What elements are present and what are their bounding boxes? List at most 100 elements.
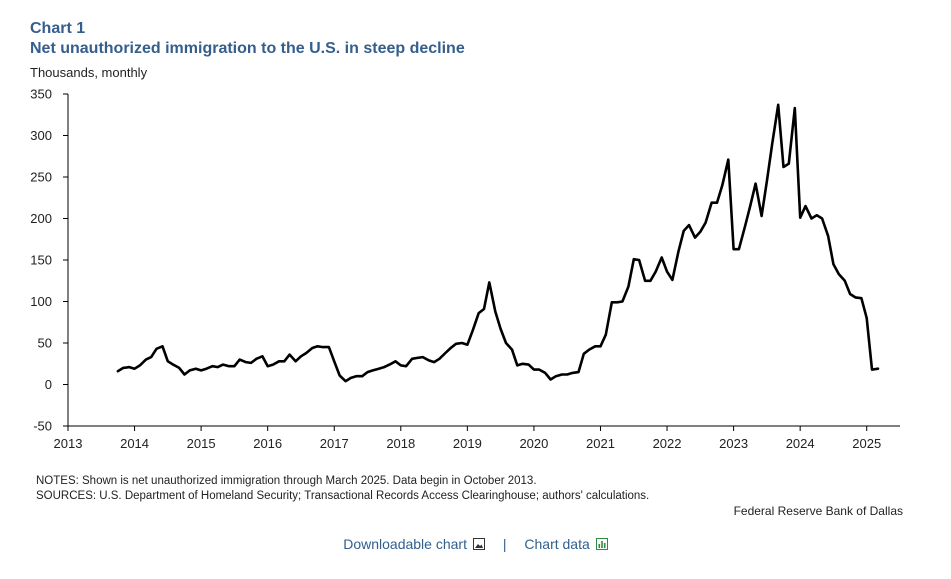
data-point [239, 359, 241, 361]
data-point [755, 183, 757, 185]
data-point [278, 360, 280, 362]
sources-text: SOURCES: U.S. Department of Homeland Sec… [36, 490, 650, 502]
data-point [827, 235, 829, 237]
data-point [661, 257, 663, 259]
x-tick-label: 2025 [852, 436, 881, 451]
data-point [205, 368, 207, 370]
data-point [616, 301, 618, 303]
series-line [116, 103, 880, 383]
data-point [433, 361, 435, 363]
data-point [295, 360, 297, 362]
data-point [189, 369, 191, 371]
bar-chart-icon [595, 538, 608, 550]
downloadable-chart-link[interactable]: Downloadable chart [343, 536, 489, 552]
data-point [267, 365, 269, 367]
data-point [438, 358, 440, 360]
data-point [211, 365, 213, 367]
data-point [688, 224, 690, 226]
data-point [538, 369, 540, 371]
data-point [411, 358, 413, 360]
data-point [422, 356, 424, 358]
data-point [744, 226, 746, 228]
y-tick-label: 250 [30, 170, 52, 185]
data-point [350, 377, 352, 379]
data-point [844, 280, 846, 282]
data-point [455, 343, 457, 345]
data-point [854, 296, 856, 298]
data-point [611, 301, 613, 303]
data-point [721, 184, 723, 186]
data-point [428, 359, 430, 361]
y-tick-label: 150 [30, 253, 52, 268]
source-organization: Federal Reserve Bank of Dallas [733, 504, 903, 518]
data-point [771, 143, 773, 145]
x-tick-label: 2018 [386, 436, 415, 451]
chart-label: Chart 1 [30, 20, 86, 37]
data-point [794, 107, 796, 109]
data-point [866, 317, 868, 319]
y-tick-label: 350 [30, 87, 52, 102]
x-tick-label: 2022 [653, 436, 682, 451]
data-point [811, 218, 813, 220]
notes-text: NOTES: Shown is net unauthorized immigra… [36, 475, 537, 487]
data-point [395, 360, 397, 362]
data-point [733, 248, 735, 250]
data-point [500, 328, 502, 330]
data-point [816, 214, 818, 216]
data-point [766, 180, 768, 182]
chart-links: Downloadable chart | Chart data [0, 536, 951, 552]
data-point [594, 345, 596, 347]
y-axis-units: Thousands, monthly [30, 65, 148, 80]
data-point [749, 205, 751, 207]
data-point [783, 166, 785, 168]
data-point [355, 375, 357, 377]
data-point [871, 369, 873, 371]
data-point [727, 159, 729, 161]
data-point [478, 312, 480, 314]
y-tick-label: 300 [30, 128, 52, 143]
data-point [528, 364, 530, 366]
data-point [400, 364, 402, 366]
data-point [799, 217, 801, 219]
data-point [544, 372, 546, 374]
data-point [533, 369, 535, 371]
y-tick-label: 100 [30, 294, 52, 309]
data-point [444, 352, 446, 354]
data-point [711, 202, 713, 204]
data-point [322, 346, 324, 348]
data-point [289, 354, 291, 356]
data-point [566, 374, 568, 376]
data-point [255, 358, 257, 360]
links-separator: | [502, 536, 507, 552]
data-point [860, 297, 862, 299]
data-point [666, 271, 668, 273]
data-point [494, 311, 496, 313]
data-point [511, 349, 513, 351]
data-point [461, 342, 463, 344]
data-point [555, 375, 557, 377]
data-point [178, 367, 180, 369]
data-point [250, 362, 252, 364]
data-point [633, 258, 635, 260]
data-point [150, 356, 152, 358]
data-point [361, 375, 363, 377]
data-point [317, 345, 319, 347]
data-point [832, 263, 834, 265]
data-point [572, 372, 574, 374]
data-point [655, 271, 657, 273]
data-point [217, 366, 219, 368]
x-tick-label: 2015 [187, 436, 216, 451]
data-point [339, 374, 341, 376]
x-tick-label: 2016 [253, 436, 282, 451]
data-point [694, 237, 696, 239]
series [116, 103, 880, 383]
data-point [405, 365, 407, 367]
data-point [788, 163, 790, 165]
chart-data-link[interactable]: Chart data [524, 536, 608, 552]
data-point [172, 364, 174, 366]
data-point [671, 279, 673, 281]
data-point [578, 371, 580, 373]
data-point [222, 364, 224, 366]
data-point [167, 360, 169, 362]
downloadable-chart-label: Downloadable chart [343, 536, 467, 552]
